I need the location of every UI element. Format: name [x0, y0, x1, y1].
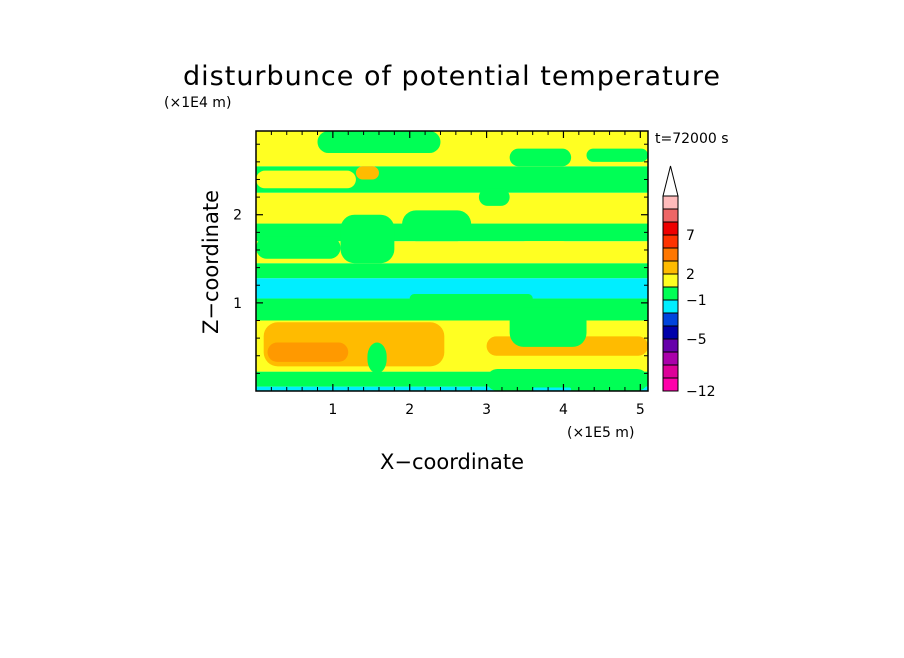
- x-axis-title: X−coordinate: [380, 450, 524, 474]
- field-patch-17: [478, 188, 510, 206]
- colorbar-swatch-1: [662, 364, 679, 379]
- field-patch-3: [367, 342, 387, 374]
- colorbar-swatch-0: [662, 377, 679, 392]
- field-patch-5: [486, 368, 648, 391]
- colorbar-label-0: −12: [686, 384, 716, 400]
- field-patch-4: [509, 307, 587, 347]
- y-tick-label-0: 1: [233, 296, 242, 312]
- x-tick-label-3: 4: [559, 402, 568, 418]
- field-patch-10: [402, 210, 472, 242]
- colorbar-swatch-2: [662, 351, 679, 366]
- field-patch-12: [256, 170, 356, 189]
- field-patch-8: [256, 236, 341, 259]
- colorbar-swatch-12: [662, 221, 679, 236]
- colorbar-swatch-8: [662, 273, 679, 288]
- colorbar-swatch-7: [662, 286, 679, 301]
- field-band-4: [256, 278, 648, 299]
- field-patch-9: [340, 214, 395, 264]
- colorbar-label-2: −1: [686, 293, 707, 309]
- plot-frame: [255, 130, 649, 392]
- field-band-10: [256, 131, 648, 167]
- field-patch-15: [509, 148, 572, 167]
- colorbar-swatch-5: [662, 312, 679, 327]
- field-patch-11: [517, 241, 572, 259]
- colorbar-label-3: 2: [686, 267, 695, 283]
- colorbar-extend-arrow: [662, 165, 679, 197]
- field-band-0: [256, 386, 648, 391]
- field-patch-6: [532, 387, 572, 391]
- plot-area: [256, 131, 648, 391]
- x-tick-label-1: 2: [405, 402, 414, 418]
- chart-title: disturbunce of potential temperature: [183, 61, 721, 92]
- colorbar-swatch-13: [662, 208, 679, 223]
- field-patch-1: [267, 342, 349, 362]
- x-unit-label: (×1E5 m): [567, 425, 634, 441]
- colorbar: −12−5−127: [662, 165, 716, 400]
- y-axis-title: Z−coordinate: [199, 190, 223, 334]
- field-patch-7: [409, 294, 533, 303]
- colorbar-swatch-11: [662, 234, 679, 249]
- y-unit-label: (×1E4 m): [164, 95, 231, 111]
- colorbar-swatch-9: [662, 260, 679, 275]
- colorbar-swatch-6: [662, 299, 679, 314]
- x-tick-label-2: 3: [482, 402, 491, 418]
- field-band-5: [256, 263, 648, 279]
- time-label: t=72000 s: [655, 131, 729, 147]
- colorbar-label-1: −5: [686, 332, 707, 348]
- colorbar-label-4: 7: [686, 228, 695, 244]
- x-tick-label-4: 5: [636, 402, 645, 418]
- y-tick-label-1: 2: [233, 208, 242, 224]
- colorbar-swatch-4: [662, 325, 679, 340]
- colorbar-swatch-14: [662, 195, 679, 210]
- colorbar-swatch-3: [662, 338, 679, 353]
- ticks-layer: 1 2 3 4 5 1 2: [233, 131, 648, 418]
- x-tick-label-0: 1: [328, 402, 337, 418]
- colorbar-swatch-10: [662, 247, 679, 262]
- field-patch-16: [586, 148, 648, 162]
- field-patch-13: [355, 166, 379, 180]
